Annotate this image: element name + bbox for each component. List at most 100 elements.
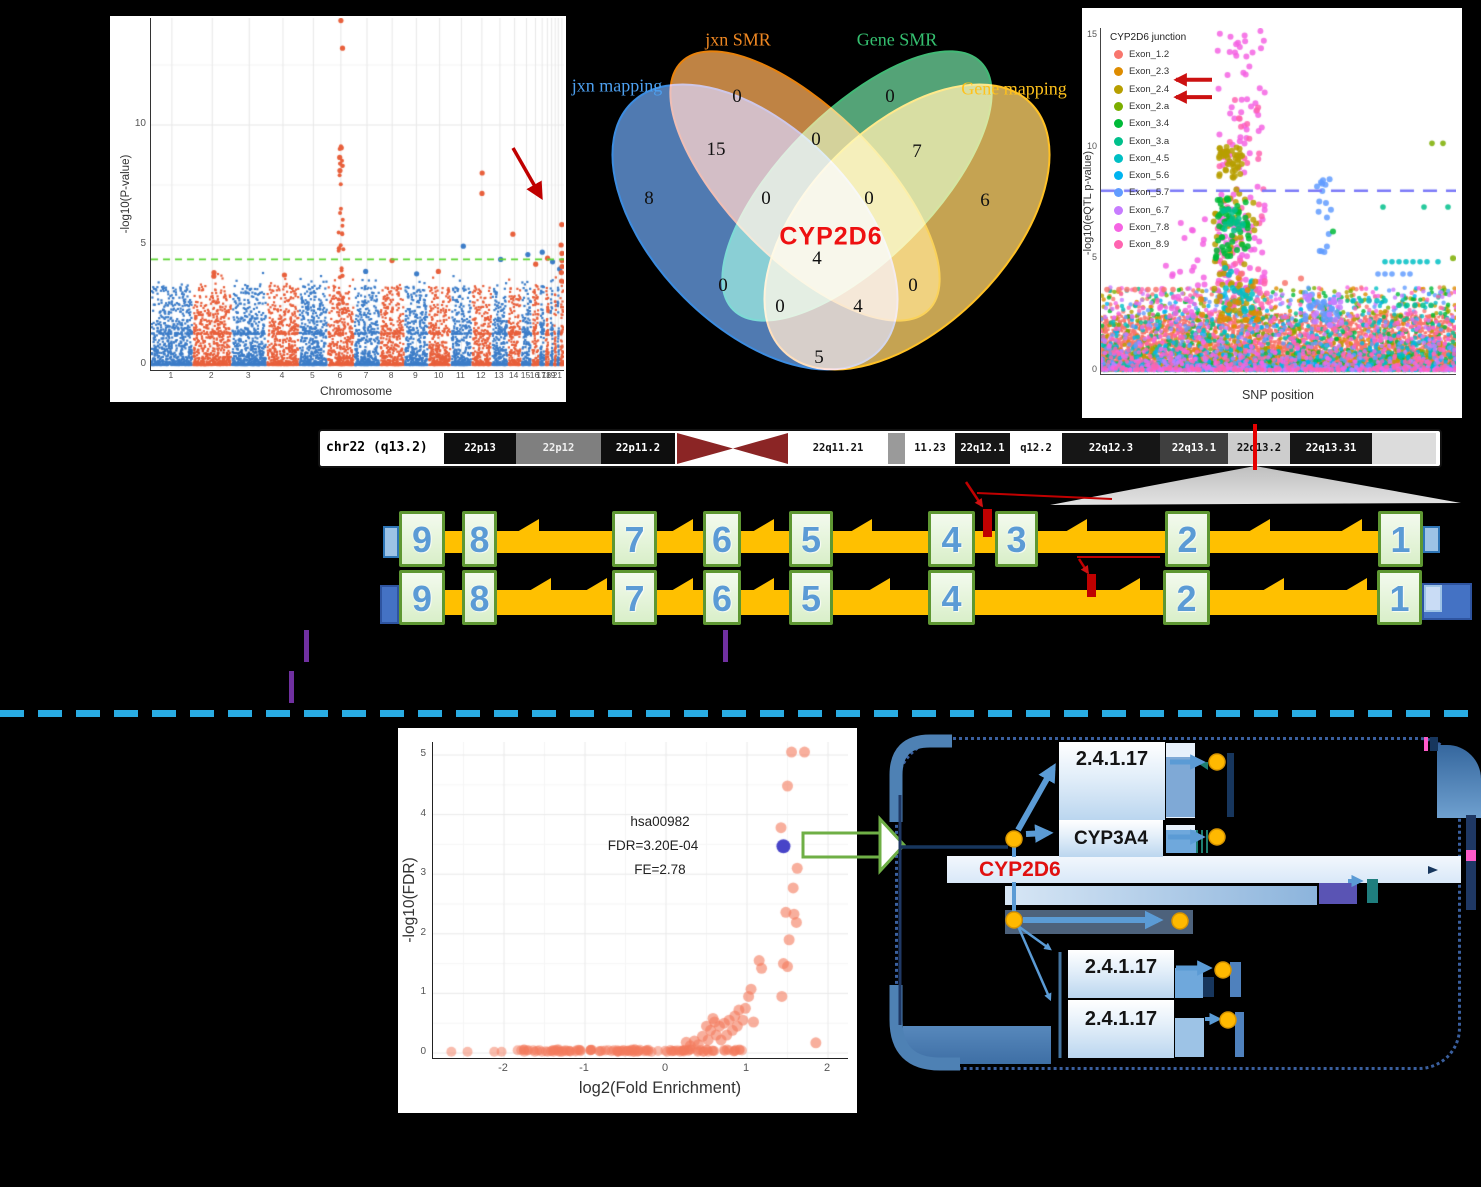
venn-ellipses [611, 50, 1051, 371]
transcript-bar-row1 [397, 531, 1380, 553]
legend-swatch-Exon_6.7 [1114, 205, 1123, 215]
pathway-box-2417-mid: 2.4.1.17 [1068, 950, 1174, 998]
eqtl-y-axis-label: -log10(eQTL p-value) [1082, 150, 1094, 256]
venn-center-gene-label: CYP2D6 [779, 222, 883, 251]
ideogram-band-11.23: 11.23 [905, 433, 955, 464]
enrichment-x-tick-label: 2 [823, 1062, 831, 1074]
manhattan-x-tick-label: 16 [529, 370, 540, 380]
legend-swatch-Exon_4.5 [1114, 153, 1123, 163]
manhattan-y-tick-label: 5 [140, 238, 146, 249]
venn-region-count: 15 [706, 139, 726, 160]
venn-region-count: 0 [864, 188, 874, 209]
exon-number: 5 [800, 519, 822, 560]
enrichment-y-tick-label: 5 [420, 748, 426, 759]
utr-cap [383, 526, 399, 558]
legend-swatch-Exon_2.4 [1114, 84, 1123, 94]
exon-box-4-row1: 4 [928, 511, 975, 567]
utr-cap [1424, 585, 1442, 612]
manhattan-y-axis-label: -log10(P-value) [120, 154, 132, 234]
pathway-box-cyp3a4-label: CYP3A4 [1074, 828, 1148, 849]
pathway-box-2417-mid-label: 2.4.1.17 [1084, 956, 1158, 978]
ideogram-band-22q12.3: 22q12.3 [1062, 433, 1160, 464]
eqtl-panel: -log10(eQTL p-value) 0 5 10 15 CYP2D6 junct… [1082, 8, 1462, 418]
exon-box-5-row2: 5 [789, 570, 833, 625]
exon-number: 3 [1006, 519, 1027, 560]
section-divider-dashed-line [0, 710, 1481, 717]
exon-box-2-row1: 2 [1165, 511, 1210, 567]
manhattan-x-tick-label: 4 [279, 370, 285, 380]
ideogram-band-22q13.2: 22q13.2 [1228, 433, 1290, 464]
ideogram-band-22q13.1: 22q13.1 [1160, 433, 1228, 464]
ideogram-band-22p11.2: 22p11.2 [601, 433, 675, 464]
legend-swatch-Exon_1.2 [1114, 50, 1123, 59]
pathway-box-2417-bottom-label: 2.4.1.17 [1084, 1008, 1158, 1030]
enrichment-y-tick-label: 2 [420, 926, 426, 938]
manhattan-panel: -log10(P-value) 0 5 10 1 2 3 4 5 6 7 8 9 10 11 12 13 14… [110, 16, 566, 402]
venn-region-count: 0 [908, 275, 918, 296]
venn-region-count: 8 [644, 188, 654, 209]
exon-box-3-row1: 3 [995, 511, 1038, 567]
manhattan-x-tick-label: 10 [433, 370, 444, 380]
exon-box-6-row1: 6 [703, 511, 741, 567]
exon-number: 7 [624, 519, 645, 560]
enrichment-y-tick-label: 4 [420, 807, 426, 819]
purple-position-tick [289, 671, 294, 703]
legend-entry-Exon_5.7: Exon_5.7 [1129, 187, 1170, 199]
legend-swatch-Exon_2.a [1114, 101, 1123, 111]
exon-box-7-row1: 7 [612, 511, 657, 567]
enrichment-y-tick-label: 3 [420, 867, 426, 879]
pathway-box-2417-bottom: 2.4.1.17 [1068, 1000, 1174, 1058]
ideogram-band-blank [888, 433, 905, 464]
manhattan-x-tick-label: 18 [541, 370, 552, 380]
row-d-tall-rect [1230, 962, 1241, 997]
enrichment-x-axis-label: log2(Fold Enrichment) [578, 1079, 742, 1097]
legend-entry-Exon_5.6: Exon_5.6 [1129, 170, 1170, 182]
eqtl-x-axis-label: SNP position [1241, 388, 1315, 402]
purple-position-tick [723, 630, 728, 662]
node-row-band [1005, 910, 1193, 934]
legend-entry-Exon_1.2: Exon_1.2 [1129, 49, 1170, 60]
ideogram-band-22p12: 22p12 [516, 433, 601, 464]
pathway-top-pink-tick [1424, 737, 1428, 751]
legend-swatch-Exon_8.9 [1114, 240, 1123, 250]
pathway-box-2417-top-label: 2.4.1.17 [1075, 748, 1149, 770]
row-b-teal-stripes [1196, 830, 1208, 853]
pathway-cyp2d6-label: CYP2D6 [979, 858, 1061, 881]
manhattan-x-tick-label: 2 [208, 370, 214, 380]
manhattan-x-tick-label: 5 [309, 370, 315, 380]
venn-region-count: 0 [775, 296, 785, 317]
manhattan-x-tick-label: 3 [245, 370, 251, 380]
manhattan-x-axis-label: Chromosome [319, 384, 393, 398]
ideogram-band-blank [1372, 433, 1436, 464]
exon-number: 2 [1176, 578, 1197, 619]
utr-cap [380, 585, 399, 624]
zoom-callout-wedge [1050, 466, 1461, 505]
manhattan-plot-canvas [150, 18, 564, 371]
pathway-right-pink-segment [1466, 850, 1476, 861]
legend-swatch-Exon_5.7 [1114, 188, 1123, 198]
sub-row-band [1005, 886, 1317, 905]
row-e-light-rect [1175, 1018, 1204, 1057]
legend-entry-Exon_2.3: Exon_2.3 [1129, 66, 1170, 78]
row-e-tall-rect [1235, 1012, 1244, 1057]
enrichment-plot-canvas [432, 742, 848, 1059]
intron-notch [1345, 578, 1367, 591]
venn-region-count: 7 [912, 141, 922, 162]
eqtl-y-tick-label: 15 [1086, 29, 1097, 40]
annotation-pathway-id: hsa00982 [630, 814, 690, 829]
venn-set-label-Gene-mapping: Gene mapping [961, 78, 1067, 99]
legend-entry-Exon_6.7: Exon_6.7 [1129, 204, 1170, 216]
row-d-blue-rect [1175, 968, 1203, 998]
exon-box-1-row2: 1 [1377, 570, 1422, 625]
legend-swatch-Exon_5.6 [1114, 171, 1123, 181]
manhattan-x-tick-label: 7 [363, 370, 369, 380]
legend-swatch-Exon_7.8 [1114, 223, 1123, 232]
purple-position-tick [304, 630, 309, 662]
row-b-blue-rect [1166, 830, 1196, 853]
manhattan-x-tick-label: 6 [337, 370, 343, 380]
legend-entry-Exon_2.4: Exon_2.4 [1129, 83, 1170, 95]
exon-number: 7 [624, 578, 645, 619]
exon-box-7-row2: 7 [612, 570, 657, 625]
manhattan-x-tick-label: 17 [536, 370, 546, 380]
